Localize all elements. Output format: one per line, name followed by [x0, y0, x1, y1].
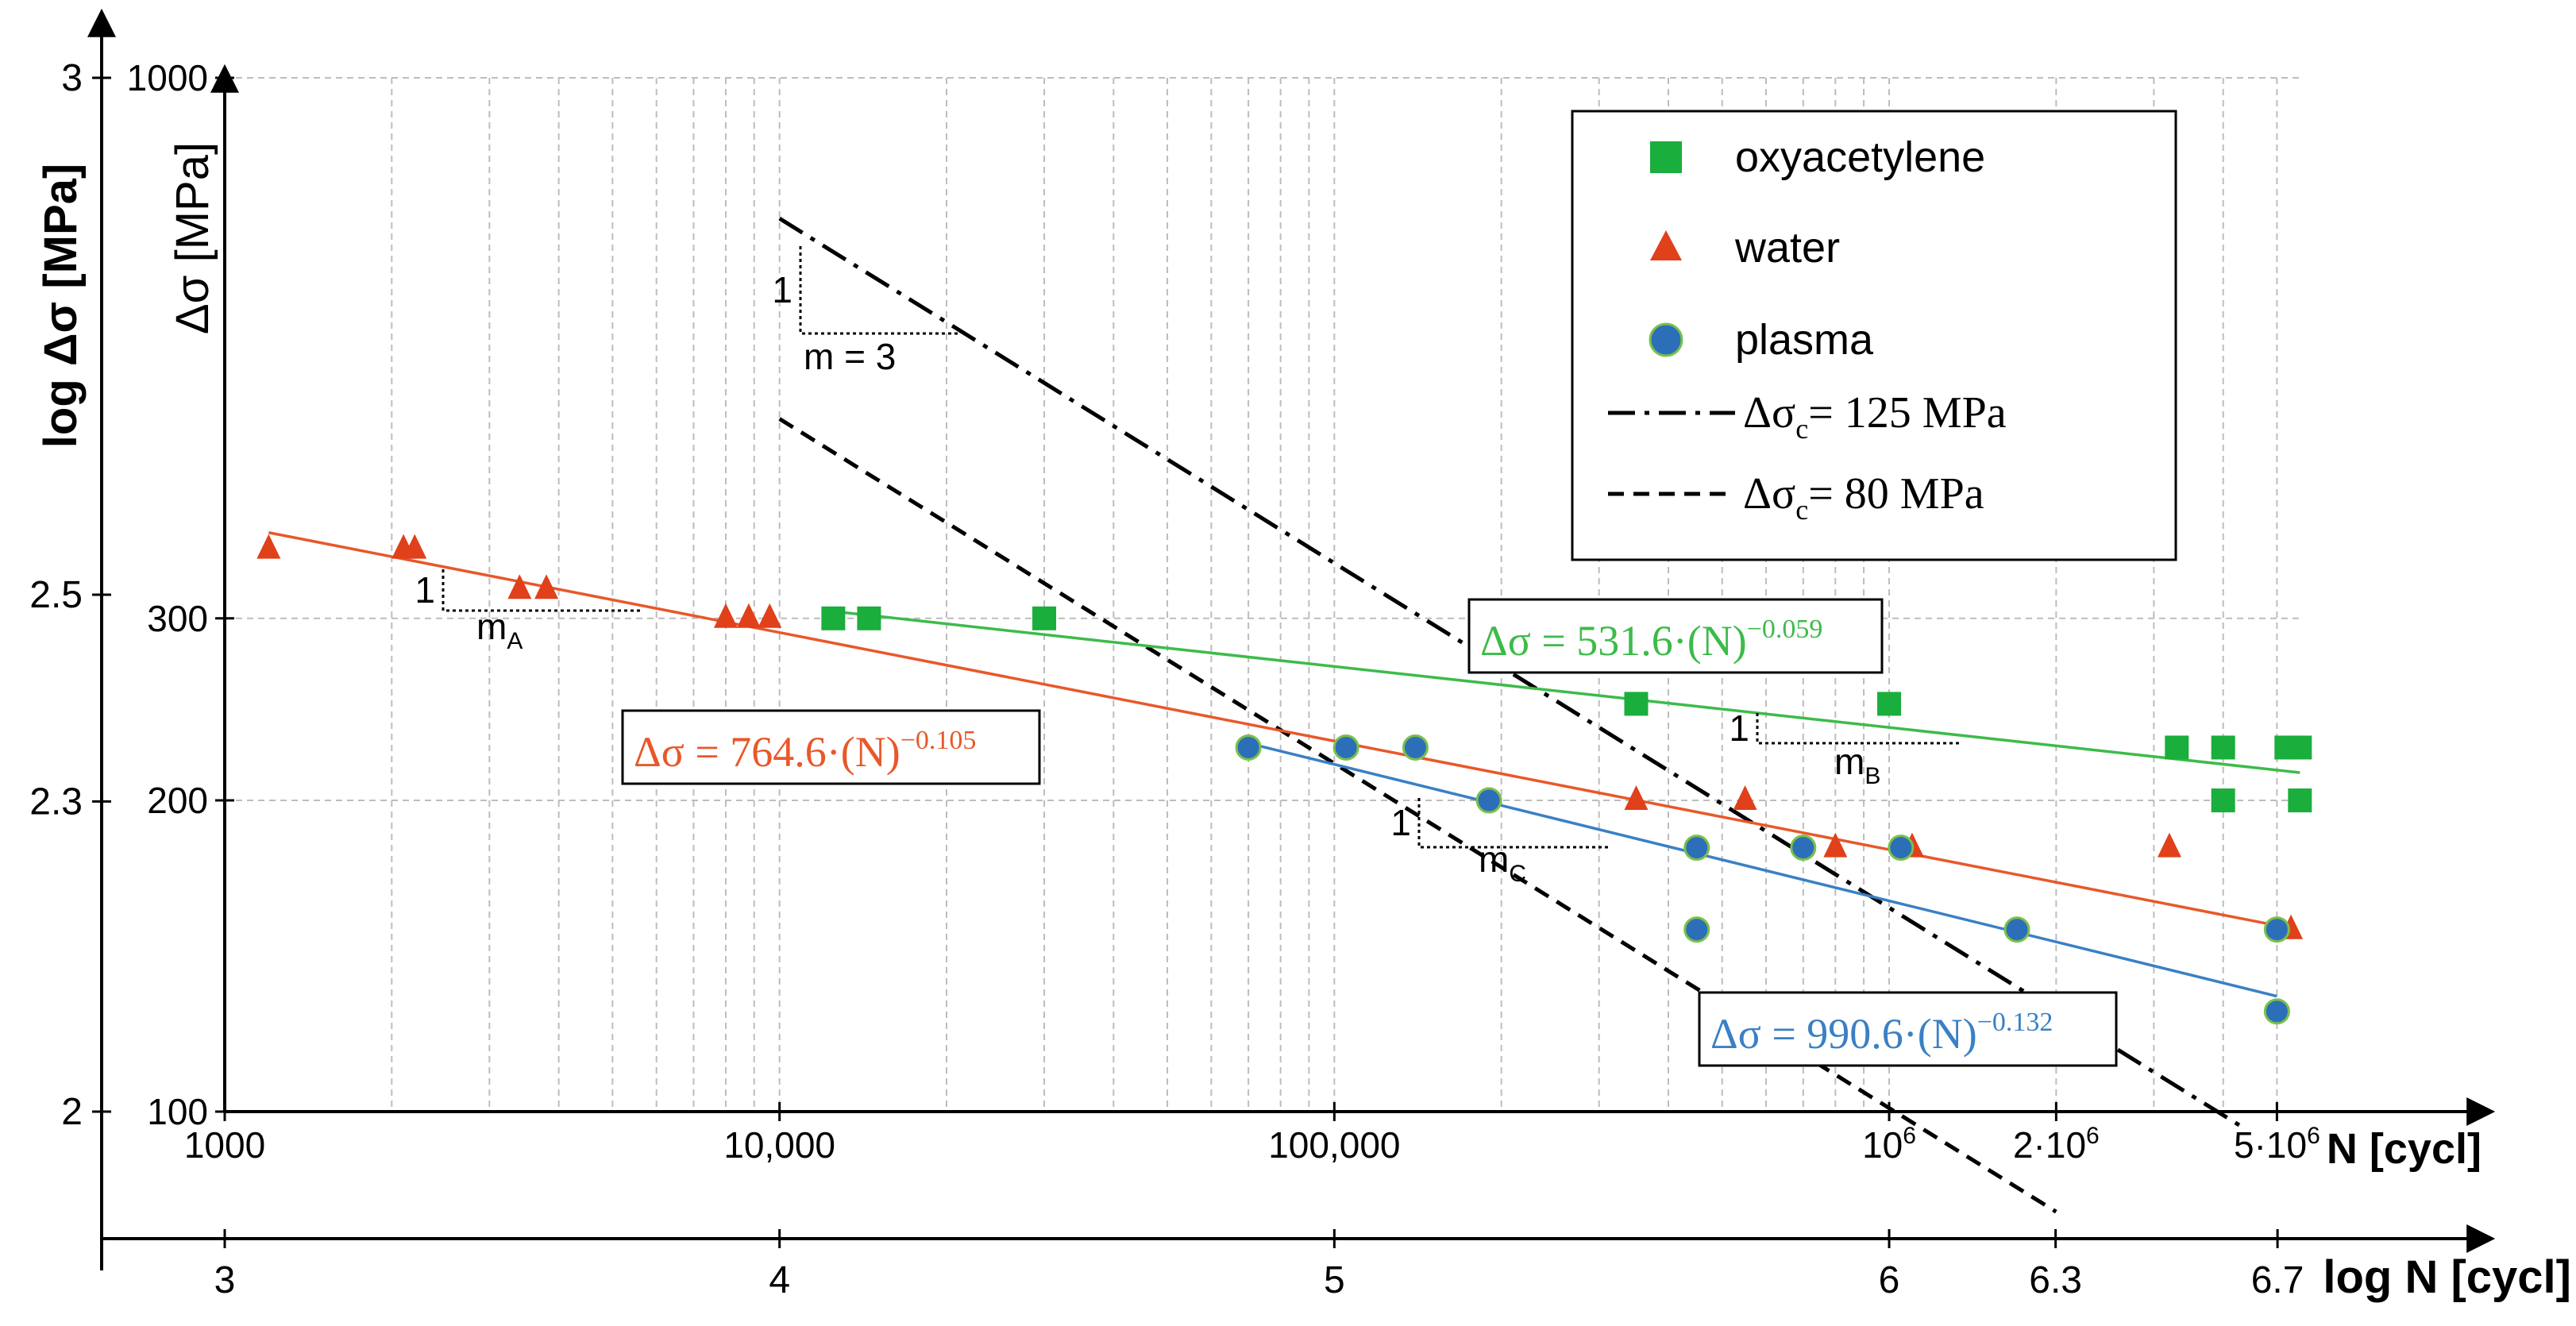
equation-box: [621, 709, 1041, 785]
legend-water-marker: [1650, 230, 1682, 260]
legend-label: water: [1734, 224, 1840, 272]
plasma-point: [1402, 734, 1429, 761]
legend: oxyacetylene water plasma Δσc= 125 MPa Δσc= …: [1571, 110, 2177, 561]
water-point: [534, 574, 559, 599]
equation-boxes: Δσ = 764.6·(N)−0.105 Δσ = 531.6·(N)−0.059…: [621, 598, 2118, 1067]
log-y-tick-label: 2: [61, 1091, 83, 1133]
log-x-axis-label: log N [cycl]: [2323, 1251, 2571, 1303]
log-y-axis-label: log Δσ [MPa]: [35, 164, 87, 448]
y-tick-label: 100: [147, 1091, 208, 1132]
slope-triangle: [1417, 798, 1610, 849]
log-x-tick-label: 4: [769, 1259, 790, 1301]
legend-label: Δσc= 125 MPa: [1743, 388, 2007, 445]
reference-lines: [778, 217, 2247, 1214]
log-x-tick-label: 6.7: [2251, 1259, 2304, 1301]
slope-triangle: [442, 569, 642, 612]
oxyacetylene-point: [2211, 788, 2235, 813]
y-tick-label: 200: [147, 780, 208, 821]
slope-triangle: [799, 246, 959, 335]
oxyacetylene-point: [2288, 735, 2312, 760]
plasma-point: [1683, 916, 1710, 943]
equation-text: Δσ = 764.6·(N)−0.105: [634, 726, 976, 776]
legend-oxyacetylene-marker: [1650, 141, 1682, 173]
plasma-fit-line: [1248, 742, 2277, 998]
log-y-tick-label: 2.5: [29, 574, 83, 616]
slope-one-label: 1: [772, 269, 792, 310]
slope-m-label: mC: [1479, 838, 1526, 887]
tick-labels: 1000 10,000 100,000 106 2·106 5·106 N [cycl] 3 4…: [29, 57, 2571, 1303]
x-tick-label: 100,000: [1268, 1124, 1400, 1166]
axes: [87, 8, 2496, 1270]
oxyacetylene-fit-line: [823, 608, 2300, 774]
data-points: [256, 534, 2312, 1025]
reference-line-80: [778, 417, 2057, 1214]
oxyacetylene-point: [1624, 692, 1649, 716]
fit-lines: [268, 531, 2300, 998]
equation-box: [1698, 991, 2118, 1067]
plasma-point: [1332, 734, 1359, 761]
log-y-tick-label: 3: [61, 57, 83, 99]
log-x-tick-label: 3: [214, 1259, 236, 1301]
oxyacetylene-point: [2211, 735, 2235, 760]
plasma-point: [2263, 916, 2290, 943]
oxyacetylene-point: [857, 606, 881, 630]
log-x-tick-label: 5: [1324, 1259, 1345, 1301]
slope-one-label: 1: [415, 569, 435, 611]
reference-line-125: [778, 217, 2247, 1131]
water-point: [1823, 832, 1848, 858]
y-axis-label: Δσ [MPa]: [167, 142, 218, 334]
x-tick-label: 1000: [184, 1124, 265, 1166]
water-point: [736, 603, 761, 628]
oxyacetylene-point: [1877, 692, 1902, 716]
plasma-point: [2003, 916, 2030, 943]
legend-plasma-marker: [1649, 322, 1683, 357]
plasma-point: [2263, 998, 2290, 1025]
x-axis-label: N [cycl]: [2327, 1125, 2482, 1173]
slope-m-label: m = 3: [804, 336, 896, 377]
oxyacetylene-point: [821, 606, 846, 630]
y-tick-label: 300: [147, 598, 208, 639]
water-point: [1624, 785, 1649, 811]
oxyacetylene-point: [2165, 735, 2189, 760]
water-point: [507, 574, 532, 599]
water-point: [256, 534, 281, 559]
plasma-point: [1235, 734, 1262, 761]
water-point: [2157, 832, 2181, 858]
plasma-point: [1790, 835, 1817, 862]
water-point: [713, 603, 738, 628]
equation-box: [1467, 598, 1884, 674]
slope-one-label: 1: [1390, 802, 1411, 843]
equation-text: Δσ = 531.6·(N)−0.059: [1480, 615, 1822, 665]
slope-triangle: [1756, 713, 1960, 745]
log-y-tick-label: 2.3: [29, 781, 83, 823]
legend-label: Δσc= 80 MPa: [1743, 469, 1984, 526]
slope-one-label: 1: [1729, 707, 1749, 749]
log-x-tick-label: 6.3: [2029, 1259, 2082, 1301]
plasma-point: [1475, 787, 1502, 814]
slope-m-label: mA: [476, 606, 523, 654]
water-point: [403, 534, 427, 559]
y-tick-label: 1000: [127, 57, 208, 98]
log-x-tick-label: 6: [1879, 1259, 1900, 1301]
x-tick-label: 106: [1862, 1123, 1916, 1166]
legend-label: plasma: [1735, 316, 1874, 364]
plasma-point: [1683, 835, 1710, 862]
slope-m-label: mB: [1834, 741, 1880, 789]
slope-annotations: 1 mA 1 mB 1 mC 1 m = 3: [415, 246, 1960, 887]
oxyacetylene-point: [1032, 606, 1057, 630]
water-fit-line: [268, 531, 2292, 930]
x-tick-label: 2·106: [2013, 1123, 2100, 1166]
plasma-point: [1888, 835, 1915, 862]
legend-label: oxyacetylene: [1735, 133, 1985, 181]
oxyacetylene-point: [2288, 788, 2312, 813]
water-point: [758, 603, 782, 628]
x-tick-label: 5·106: [2234, 1123, 2320, 1166]
water-point: [1733, 785, 1757, 811]
equation-text: Δσ = 990.6·(N)−0.132: [1710, 1008, 2053, 1058]
x-tick-label: 10,000: [723, 1124, 835, 1166]
